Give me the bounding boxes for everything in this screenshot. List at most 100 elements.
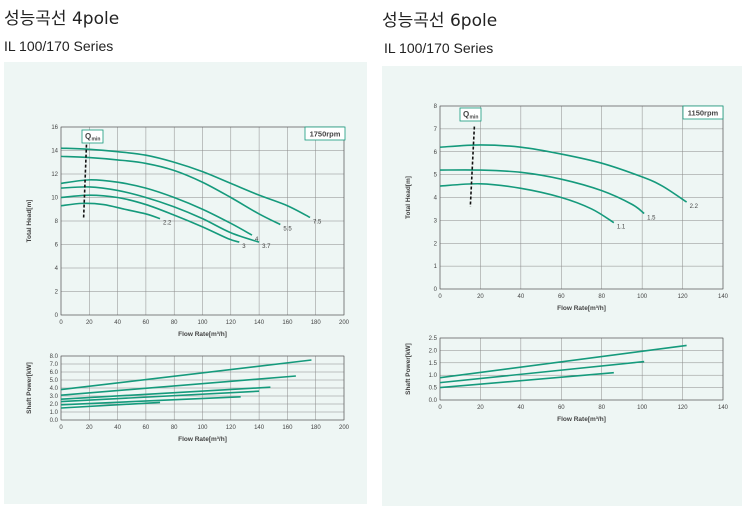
head-x-tick-label-4pole: 80 <box>171 320 178 326</box>
power-x-tick-label-4pole: 140 <box>254 425 265 431</box>
series-title-6pole: IL 100/170 Series <box>384 40 494 56</box>
power-x-tick-label-4pole: 180 <box>311 425 322 431</box>
heading-4pole: 성능곡선 4pole <box>4 9 120 29</box>
head-curve-4pole-4 <box>60 194 240 243</box>
head-x-tick-label-4pole: 120 <box>226 320 237 326</box>
head-x-tick-label-4pole: 200 <box>339 320 350 326</box>
power-y-tick-label-4pole: 1.0 <box>50 410 59 416</box>
power-x-tick-label-6pole: 0 <box>438 405 442 411</box>
power-y-tick-label-6pole: 0.5 <box>429 386 438 392</box>
power-x-tick-label-4pole: 200 <box>339 425 350 431</box>
head-y-tick-label-6pole: 5 <box>434 173 438 179</box>
power-x-tick-label-4pole: 60 <box>143 425 150 431</box>
power-line-4pole-5 <box>60 401 161 409</box>
head-x-tick-label-6pole: 40 <box>518 294 525 300</box>
head-plot-frame-4pole <box>60 126 345 316</box>
power-plot-frame-6pole <box>439 337 724 401</box>
head-curve-6pole-0 <box>439 144 688 203</box>
head-y-tick-label-6pole: 4 <box>434 196 438 202</box>
head-plot-frame-6pole <box>439 105 724 290</box>
power-line-4pole-0 <box>60 359 312 391</box>
qmin-box-6pole <box>459 107 482 122</box>
curve-label-4pole-3: 3.7 <box>262 244 271 250</box>
power-y-tick-label-4pole: 3.0 <box>50 394 59 400</box>
head-x-tick-label-6pole: 120 <box>678 294 689 300</box>
head-x-tick-label-4pole: 40 <box>114 320 121 326</box>
head-curve-4pole-0 <box>60 147 311 219</box>
power-y-axis-label-4pole: Shaft Power[kW] <box>26 362 33 414</box>
head-x-axis-label-6pole: Flow Rate[m³/h] <box>557 305 606 312</box>
power-line-6pole-2 <box>439 371 614 389</box>
series-title-4pole: IL 100/170 Series <box>4 38 114 54</box>
curve-label-4pole-1: 5.5 <box>283 227 292 233</box>
head-y-tick-label-6pole: 1 <box>434 264 438 270</box>
rpm-label-6pole: 1150rpm <box>688 109 719 118</box>
qmin-sub-label-4pole: min <box>92 137 101 143</box>
head-curve-4pole-2 <box>60 179 253 236</box>
qmin-label-4pole: Q <box>85 132 91 141</box>
power-line-4pole-3 <box>60 390 260 403</box>
head-y-tick-label-4pole: 10 <box>51 196 58 202</box>
head-y-axis-label-4pole: Total Head[m] <box>26 200 33 243</box>
heading-6pole: 성능곡선 6pole <box>382 11 498 31</box>
curve-label-6pole-1: 1.5 <box>647 216 656 222</box>
power-y-tick-label-6pole: 2.5 <box>429 336 438 342</box>
chart-panel-6pole <box>382 66 742 506</box>
head-y-tick-label-6pole: 7 <box>434 127 438 133</box>
power-x-tick-label-4pole: 40 <box>114 425 121 431</box>
head-x-tick-label-4pole: 140 <box>254 320 265 326</box>
power-x-tick-label-4pole: 20 <box>86 425 93 431</box>
head-x-tick-label-4pole: 100 <box>197 320 208 326</box>
head-y-tick-label-6pole: 8 <box>434 104 438 110</box>
power-x-tick-label-6pole: 20 <box>477 405 484 411</box>
power-y-tick-label-6pole: 0.0 <box>429 398 438 404</box>
power-line-4pole-1 <box>60 375 296 396</box>
head-x-tick-label-6pole: 80 <box>598 294 605 300</box>
head-y-tick-label-4pole: 14 <box>51 149 58 155</box>
power-x-tick-label-4pole: 80 <box>171 425 178 431</box>
head-x-tick-label-4pole: 160 <box>282 320 293 326</box>
power-line-6pole-1 <box>439 360 645 384</box>
power-y-tick-label-6pole: 2.0 <box>429 348 438 354</box>
head-y-tick-label-4pole: 2 <box>55 290 59 296</box>
head-y-tick-label-4pole: 12 <box>51 172 58 178</box>
curve-label-4pole-0: 7.5 <box>313 219 322 225</box>
qmin-line-4pole <box>82 144 88 218</box>
power-line-6pole-0 <box>439 344 687 379</box>
power-x-tick-label-6pole: 40 <box>518 405 525 411</box>
power-x-tick-label-6pole: 80 <box>598 405 605 411</box>
power-y-tick-label-4pole: 7.0 <box>50 362 59 368</box>
head-x-tick-label-4pole: 20 <box>86 320 93 326</box>
head-curve-4pole-5 <box>60 202 161 220</box>
power-y-tick-label-4pole: 6.0 <box>50 370 59 376</box>
power-y-tick-label-4pole: 5.0 <box>50 378 59 384</box>
curve-label-4pole-2: 4 <box>255 237 259 243</box>
head-x-tick-label-6pole: 140 <box>718 294 729 300</box>
head-curve-4pole-3 <box>60 186 260 243</box>
head-y-tick-label-6pole: 2 <box>434 241 438 247</box>
power-y-tick-label-6pole: 1.5 <box>429 361 438 367</box>
power-x-axis-label-6pole: Flow Rate[m³/h] <box>557 416 606 423</box>
qmin-label-6pole: Q <box>463 110 469 119</box>
qmin-box-4pole <box>81 129 104 144</box>
power-x-axis-label-4pole: Flow Rate[m³/h] <box>178 436 227 443</box>
power-line-4pole-2 <box>60 386 271 400</box>
head-x-tick-label-4pole: 180 <box>311 320 322 326</box>
power-x-tick-label-4pole: 100 <box>197 425 208 431</box>
head-curve-6pole-2 <box>439 182 615 224</box>
rpm-box-4pole <box>304 126 346 141</box>
power-y-axis-label-6pole: Shaft Power[kW] <box>405 343 412 395</box>
head-y-tick-label-6pole: 3 <box>434 218 438 224</box>
curve-label-4pole-5: 2.2 <box>163 221 172 227</box>
power-x-tick-label-4pole: 160 <box>282 425 293 431</box>
rpm-box-6pole <box>682 105 724 120</box>
head-y-tick-label-4pole: 0 <box>55 313 59 319</box>
head-y-tick-label-4pole: 6 <box>55 243 59 249</box>
power-line-4pole-4 <box>60 396 241 406</box>
head-y-tick-label-4pole: 16 <box>51 125 58 131</box>
head-y-tick-label-4pole: 8 <box>55 219 59 225</box>
head-x-tick-label-6pole: 60 <box>558 294 565 300</box>
power-plot-frame-4pole <box>60 355 345 421</box>
head-x-tick-label-6pole: 0 <box>438 294 442 300</box>
